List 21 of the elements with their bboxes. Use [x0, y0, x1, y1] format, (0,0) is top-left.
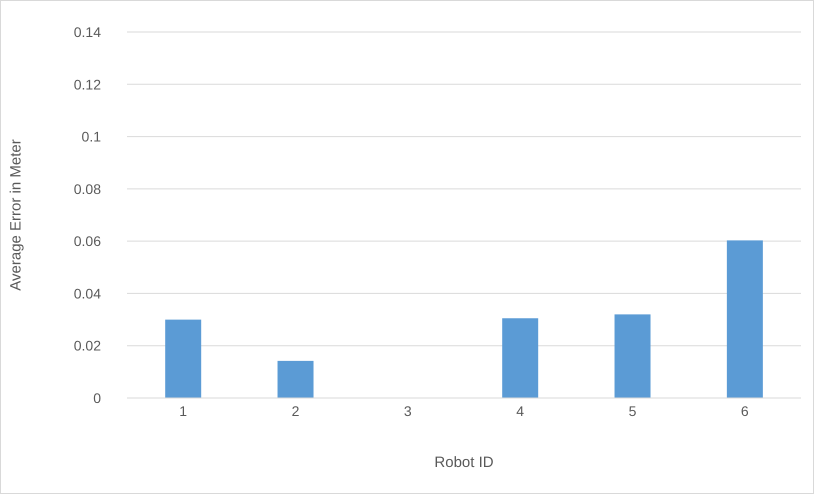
bar — [614, 314, 651, 398]
x-tick-label: 5 — [628, 402, 637, 419]
y-tick-label: 0.06 — [74, 233, 102, 250]
y-tick-label: 0.12 — [74, 76, 102, 92]
bar — [278, 360, 314, 398]
y-tick-label: 0.02 — [74, 338, 102, 354]
bar — [165, 320, 202, 398]
y-tick-label: 0.1 — [82, 128, 102, 145]
x-tick-label: 1 — [179, 402, 188, 419]
bar — [502, 318, 538, 398]
x-tick-label: 2 — [292, 402, 300, 419]
y-tick-label: 0.04 — [74, 285, 102, 302]
bar — [726, 240, 763, 398]
y-tick-label: 0.08 — [74, 180, 102, 197]
x-tick-label: 3 — [404, 402, 412, 419]
x-tick-label: 4 — [516, 402, 524, 419]
y-tick-label: 0.14 — [74, 24, 102, 40]
y-tick-label: 0 — [93, 390, 102, 406]
x-axis-title: Robot ID — [434, 454, 494, 471]
y-axis-title: Average Error in Meter — [7, 139, 24, 291]
x-tick-label: 6 — [740, 402, 749, 419]
